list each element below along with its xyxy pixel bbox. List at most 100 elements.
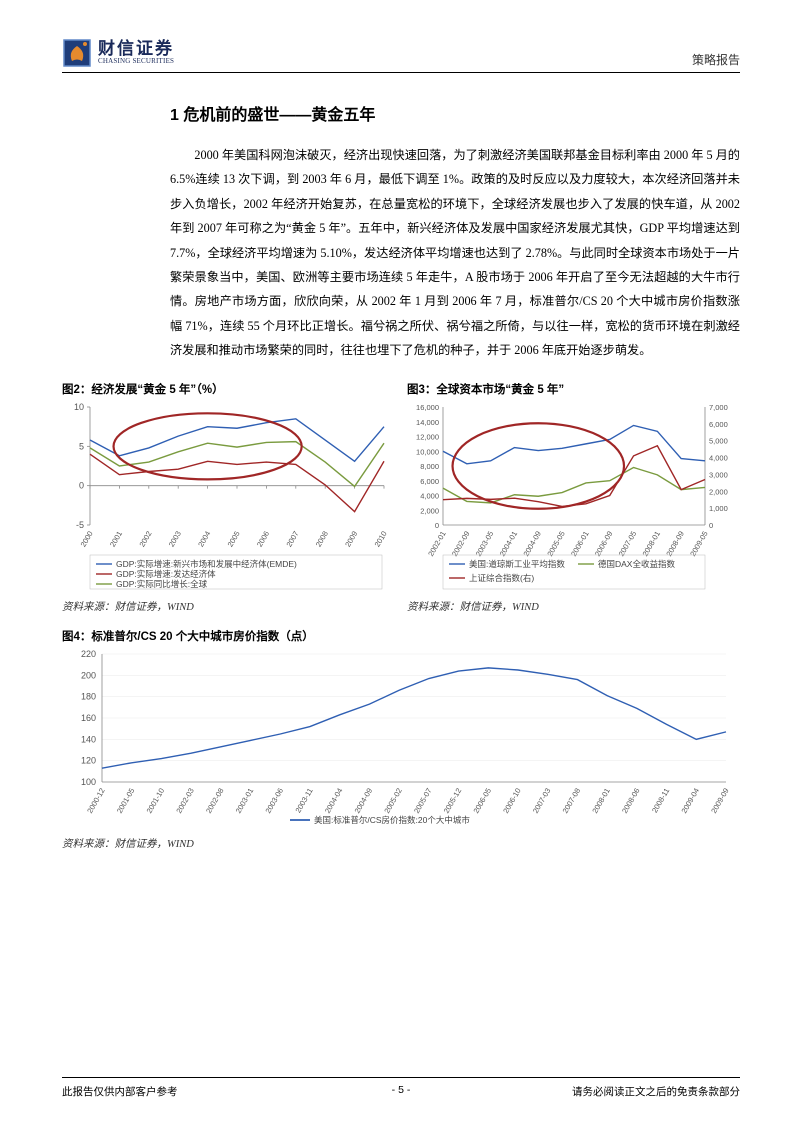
svg-text:220: 220 bbox=[81, 649, 96, 659]
svg-text:7,000: 7,000 bbox=[709, 403, 728, 412]
svg-text:2006-10: 2006-10 bbox=[501, 786, 523, 814]
header: 财信证券 CHASING SECURITIES 策略报告 bbox=[62, 38, 740, 73]
svg-text:2009: 2009 bbox=[343, 529, 359, 548]
svg-text:-5: -5 bbox=[76, 520, 84, 530]
svg-text:2008-09: 2008-09 bbox=[664, 529, 686, 557]
svg-text:2001-05: 2001-05 bbox=[115, 786, 137, 814]
svg-text:1,000: 1,000 bbox=[709, 504, 728, 513]
svg-text:2005-02: 2005-02 bbox=[382, 786, 404, 814]
svg-text:16,000: 16,000 bbox=[416, 403, 439, 412]
svg-text:14,000: 14,000 bbox=[416, 417, 439, 426]
svg-text:2002-03: 2002-03 bbox=[174, 786, 196, 814]
svg-text:2004-09: 2004-09 bbox=[521, 529, 543, 557]
svg-text:0: 0 bbox=[709, 521, 713, 530]
svg-text:180: 180 bbox=[81, 691, 96, 701]
svg-text:2007: 2007 bbox=[284, 529, 300, 548]
svg-text:美国:标准普尔/CS房价指数:20个大中城市: 美国:标准普尔/CS房价指数:20个大中城市 bbox=[314, 815, 470, 825]
svg-text:2000-12: 2000-12 bbox=[85, 786, 107, 814]
footer: 此报告仅供内部客户参考 - 5 - 请务必阅读正文之后的免责条款部分 bbox=[62, 1077, 740, 1099]
svg-text:3,000: 3,000 bbox=[709, 470, 728, 479]
svg-text:2008-06: 2008-06 bbox=[620, 786, 642, 814]
svg-text:德国DAX全收益指数: 德国DAX全收益指数 bbox=[598, 559, 675, 569]
svg-text:2004-04: 2004-04 bbox=[323, 786, 345, 814]
figure-3-chart: 02,0004,0006,0008,00010,00012,00014,0001… bbox=[407, 401, 739, 591]
svg-text:2002-01: 2002-01 bbox=[426, 529, 448, 557]
logo-icon bbox=[62, 38, 92, 68]
svg-text:5: 5 bbox=[79, 441, 84, 451]
svg-text:2009-05: 2009-05 bbox=[688, 529, 710, 557]
body-paragraph: 2000 年美国科网泡沫破灭，经济出现快速回落，为了刺激经济美国联邦基金目标利率… bbox=[170, 143, 740, 363]
svg-text:2008-01: 2008-01 bbox=[641, 529, 663, 557]
svg-text:2007-03: 2007-03 bbox=[531, 786, 553, 814]
figure-3-source: 资料来源：财信证券，WIND bbox=[407, 599, 740, 614]
svg-text:上证综合指数(右): 上证综合指数(右) bbox=[469, 573, 534, 583]
svg-text:2004-09: 2004-09 bbox=[353, 786, 375, 814]
svg-text:4,000: 4,000 bbox=[420, 491, 439, 500]
figure-2-chart: -505102000200120022003200420052006200720… bbox=[62, 401, 394, 591]
figure-3-caption: 图3：全球资本市场“黄金 5 年” bbox=[407, 381, 740, 397]
svg-text:GDP:实际增速:新兴市场和发展中经济体(EMDE): GDP:实际增速:新兴市场和发展中经济体(EMDE) bbox=[116, 559, 297, 569]
svg-text:2001-10: 2001-10 bbox=[145, 786, 167, 814]
svg-text:2005-05: 2005-05 bbox=[545, 529, 567, 557]
header-right-label: 策略报告 bbox=[692, 51, 740, 68]
svg-text:2008-11: 2008-11 bbox=[650, 786, 671, 814]
svg-text:GDP:实际增速:发达经济体: GDP:实际增速:发达经济体 bbox=[116, 569, 216, 579]
svg-text:2007-08: 2007-08 bbox=[561, 786, 583, 814]
svg-text:2001: 2001 bbox=[108, 529, 124, 548]
svg-text:6,000: 6,000 bbox=[420, 476, 439, 485]
svg-text:200: 200 bbox=[81, 670, 96, 680]
svg-text:120: 120 bbox=[81, 755, 96, 765]
svg-text:2006-01: 2006-01 bbox=[569, 529, 591, 557]
footer-left: 此报告仅供内部客户参考 bbox=[62, 1084, 178, 1099]
svg-text:2003-06: 2003-06 bbox=[263, 786, 285, 814]
svg-text:2004-01: 2004-01 bbox=[498, 529, 520, 557]
svg-text:2003-01: 2003-01 bbox=[234, 786, 256, 814]
svg-text:5,000: 5,000 bbox=[709, 436, 728, 445]
svg-text:2008: 2008 bbox=[314, 529, 330, 548]
figure-4-source: 资料来源：财信证券，WIND bbox=[62, 836, 740, 851]
svg-text:2002-08: 2002-08 bbox=[204, 786, 226, 814]
svg-text:GDP:实际同比增长:全球: GDP:实际同比增长:全球 bbox=[116, 579, 208, 589]
svg-text:2,000: 2,000 bbox=[420, 506, 439, 515]
svg-text:2005-12: 2005-12 bbox=[442, 786, 464, 814]
svg-text:4,000: 4,000 bbox=[709, 453, 728, 462]
svg-text:2005-07: 2005-07 bbox=[412, 786, 434, 814]
svg-text:2003-05: 2003-05 bbox=[474, 529, 496, 557]
svg-text:2009-09: 2009-09 bbox=[709, 786, 731, 814]
svg-text:10: 10 bbox=[74, 402, 84, 412]
svg-text:2010: 2010 bbox=[373, 529, 389, 548]
figure-2-caption: 图2：经济发展“黄金 5 年”（%） bbox=[62, 381, 395, 397]
svg-text:0: 0 bbox=[79, 480, 84, 490]
figure-3: 图3：全球资本市场“黄金 5 年” 0 2,000 4,000 6,000 8,000 1… bbox=[407, 381, 740, 614]
svg-text:2006: 2006 bbox=[255, 529, 271, 548]
svg-text:2005: 2005 bbox=[226, 529, 242, 548]
section-title: 1 危机前的盛世——黄金五年 bbox=[170, 101, 740, 125]
figure-4: 图4：标准普尔/CS 20 个大中城市房价指数（点） 1001201401601… bbox=[62, 628, 740, 851]
svg-text:8,000: 8,000 bbox=[420, 462, 439, 471]
footer-right: 请务必阅读正文之后的免责条款部分 bbox=[572, 1084, 740, 1099]
figure-2: 图2：经济发展“黄金 5 年”（%） -5 0 5 10 2000 2001 2002 200… bbox=[62, 381, 395, 614]
figure-4-chart: 100 120 140 160 180 200 220 2000-12 2001-05 2001-… bbox=[62, 648, 738, 828]
svg-text:2006-05: 2006-05 bbox=[471, 786, 493, 814]
svg-text:美国:道琼斯工业平均指数: 美国:道琼斯工业平均指数 bbox=[469, 559, 565, 569]
logo-text-en: CHASING SECURITIES bbox=[98, 57, 174, 65]
svg-text:2000: 2000 bbox=[79, 529, 95, 548]
svg-text:2002-09: 2002-09 bbox=[450, 529, 472, 557]
svg-text:2003-11: 2003-11 bbox=[293, 786, 314, 814]
svg-text:2002: 2002 bbox=[137, 529, 153, 548]
svg-text:160: 160 bbox=[81, 713, 96, 723]
svg-text:6,000: 6,000 bbox=[709, 420, 728, 429]
svg-text:0: 0 bbox=[435, 521, 439, 530]
svg-text:10,000: 10,000 bbox=[416, 447, 439, 456]
svg-text:2,000: 2,000 bbox=[709, 487, 728, 496]
figure-2-source: 资料来源：财信证券，WIND bbox=[62, 599, 395, 614]
logo: 财信证券 CHASING SECURITIES bbox=[62, 38, 174, 68]
footer-page-number: - 5 - bbox=[392, 1084, 411, 1096]
svg-text:2007-05: 2007-05 bbox=[617, 529, 639, 557]
svg-text:2009-04: 2009-04 bbox=[679, 786, 701, 814]
svg-text:100: 100 bbox=[81, 777, 96, 787]
logo-text-cn: 财信证券 bbox=[98, 40, 174, 57]
svg-text:2004: 2004 bbox=[196, 529, 212, 548]
figure-4-caption: 图4：标准普尔/CS 20 个大中城市房价指数（点） bbox=[62, 628, 740, 644]
svg-text:140: 140 bbox=[81, 734, 96, 744]
